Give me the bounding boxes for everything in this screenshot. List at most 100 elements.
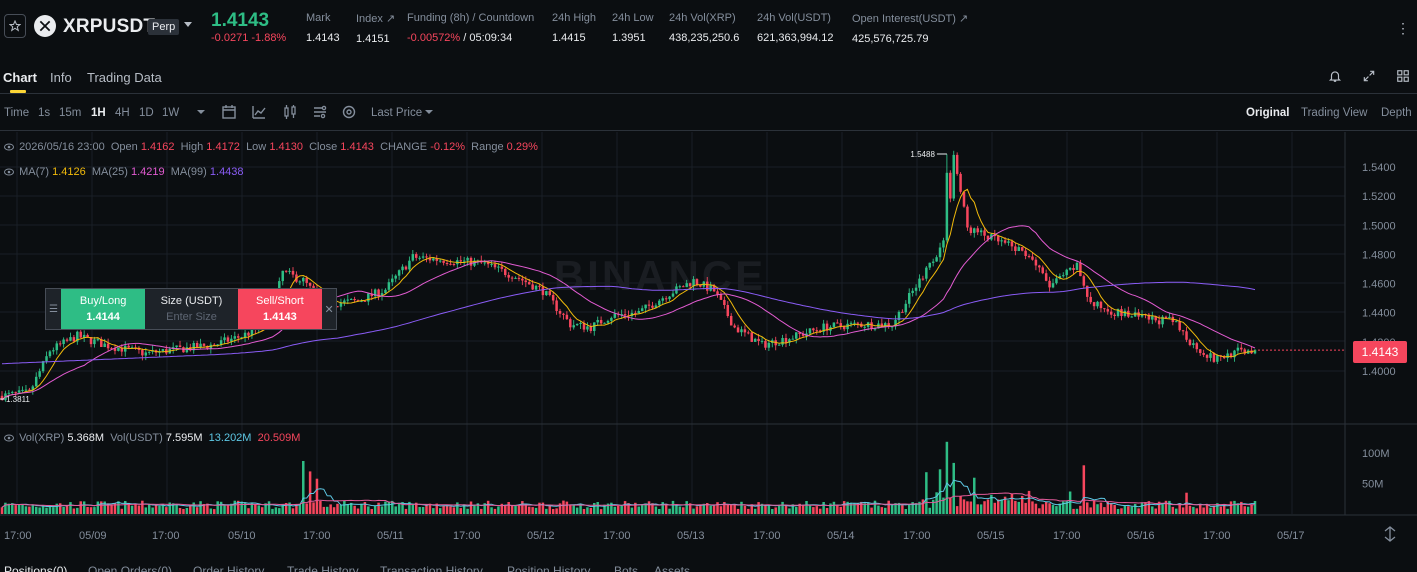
chart-area[interactable]: BINANCE 1.5488 1.3811 1.5400 1.5200 1.5000 1.4…: [0, 132, 1417, 572]
candle-type-icon[interactable]: [282, 104, 298, 120]
volume-bar: [141, 500, 144, 514]
volume-bar: [596, 502, 599, 514]
expand-icon[interactable]: [1359, 66, 1379, 86]
volume-bar: [1068, 491, 1072, 514]
gear-icon[interactable]: [341, 104, 357, 120]
size-label: Size (USDT): [160, 295, 223, 307]
volume-bar: [654, 506, 658, 514]
candle-body: [312, 285, 315, 290]
tab-transaction-history[interactable]: Transaction History: [380, 564, 483, 572]
symbol-name[interactable]: XRPUSDT: [63, 16, 156, 37]
view-original[interactable]: Original: [1246, 107, 1290, 119]
calendar-icon[interactable]: [221, 104, 237, 120]
stat-24h-low: 24h Low 1.3951: [612, 12, 654, 44]
content-tabs: Chart Info Trading Data: [0, 62, 1417, 94]
view-trading-view[interactable]: Trading View: [1301, 107, 1368, 119]
interval-dropdown-caret-icon[interactable]: [193, 104, 209, 120]
candle-body: [243, 332, 247, 338]
candle-body: [504, 268, 507, 275]
candle-body: [644, 304, 647, 309]
close-icon[interactable]: ✕: [324, 303, 334, 316]
favorite-star-button[interactable]: [4, 14, 26, 38]
indicator-icon[interactable]: [251, 104, 267, 120]
candle-body: [380, 293, 384, 297]
candle-body: [527, 282, 531, 285]
tab-assets[interactable]: Assets: [654, 564, 691, 572]
volume-bar: [497, 506, 500, 514]
candle-body: [1034, 259, 1038, 266]
tab-info[interactable]: Info: [50, 70, 72, 85]
interval-time[interactable]: Time: [4, 107, 30, 119]
interval-1s[interactable]: 1s: [38, 107, 51, 119]
buy-long-button[interactable]: Buy/Long 1.4144: [60, 289, 146, 329]
candlestick-chart[interactable]: BINANCE 1.5488 1.3811 1.5400 1.5200 1.5000 1.4…: [0, 132, 1417, 572]
volume-bar: [818, 508, 822, 514]
eye-icon[interactable]: [4, 434, 14, 442]
tab-order-history[interactable]: Order History: [193, 564, 265, 572]
candle-body: [308, 282, 312, 286]
candle-body: [236, 336, 240, 338]
candle-body: [921, 278, 925, 280]
interval-4h[interactable]: 4H: [115, 107, 130, 119]
candle-body: [117, 347, 120, 351]
candle-body: [836, 322, 839, 324]
candle-body: [969, 227, 973, 233]
volume-bar: [319, 501, 322, 514]
candle-body: [110, 348, 113, 350]
price-type-caret-icon[interactable]: [421, 104, 437, 120]
volume-bar: [993, 502, 997, 514]
drag-handle-icon[interactable]: ☰: [48, 303, 58, 315]
size-field[interactable]: Size (USDT) Enter Size: [145, 289, 238, 329]
tab-bots[interactable]: Bots: [614, 564, 639, 572]
interval-1d[interactable]: 1D: [139, 107, 154, 119]
volume-ma-line-2: [1, 492, 1255, 508]
price-type-select[interactable]: Last Price: [371, 107, 423, 119]
tab-trade-history[interactable]: Trade History: [287, 564, 359, 572]
tab-positions[interactable]: Positions(0): [4, 564, 68, 572]
volume-bar: [593, 503, 596, 514]
candle-body: [562, 313, 565, 315]
time-axis-label: 17:00: [903, 530, 931, 542]
candle-body: [411, 254, 415, 261]
candle-body: [1161, 316, 1164, 325]
bell-icon[interactable]: [1325, 66, 1345, 86]
volume-bar: [1144, 502, 1147, 514]
candle-body: [1116, 309, 1120, 316]
chart-settings-icon[interactable]: [312, 104, 328, 120]
candle-body: [507, 275, 510, 278]
axis-settings-icon[interactable]: [1382, 526, 1398, 542]
symbol-dropdown-caret-icon[interactable]: [184, 22, 192, 27]
layout-grid-icon[interactable]: [1393, 66, 1413, 86]
volume-bar: [147, 504, 151, 514]
candle-body: [11, 391, 14, 393]
interval-1w[interactable]: 1W: [162, 107, 180, 119]
stat-index[interactable]: Index ↗ 1.4151: [356, 12, 395, 45]
tab-position-history[interactable]: Position History: [507, 564, 591, 572]
interval-15m[interactable]: 15m: [59, 107, 82, 119]
tab-chart[interactable]: Chart: [3, 70, 37, 85]
volume-bar: [887, 500, 890, 514]
candle-body: [524, 280, 528, 283]
tab-trading-data[interactable]: Trading Data: [87, 70, 162, 85]
interval-1h[interactable]: 1H: [91, 107, 106, 119]
eye-icon[interactable]: [4, 143, 14, 151]
size-input[interactable]: Enter Size: [166, 311, 217, 323]
tab-open-orders[interactable]: Open Orders(0): [88, 564, 173, 572]
volume-bar: [127, 502, 130, 514]
stat-open-interest[interactable]: Open Interest(USDT) ↗ 425,576,725.79: [852, 12, 968, 45]
volume-bar: [996, 499, 1000, 514]
volume-bar: [836, 504, 839, 514]
volume-bar: [356, 508, 360, 514]
time-axis-label: 05/11: [377, 530, 404, 542]
eye-icon[interactable]: [4, 168, 14, 176]
sell-short-button[interactable]: Sell/Short 1.4143: [237, 289, 323, 329]
candle-body: [96, 339, 100, 341]
candle-body: [192, 343, 195, 351]
more-menu-icon[interactable]: ⋮: [1396, 20, 1411, 36]
candle-body: [1205, 354, 1209, 358]
stat-value: 621,363,994.12: [757, 32, 834, 44]
volume-bar: [1140, 502, 1144, 514]
volume-bar: [1192, 506, 1195, 514]
view-depth[interactable]: Depth: [1381, 107, 1412, 119]
candle-body: [1113, 314, 1116, 316]
